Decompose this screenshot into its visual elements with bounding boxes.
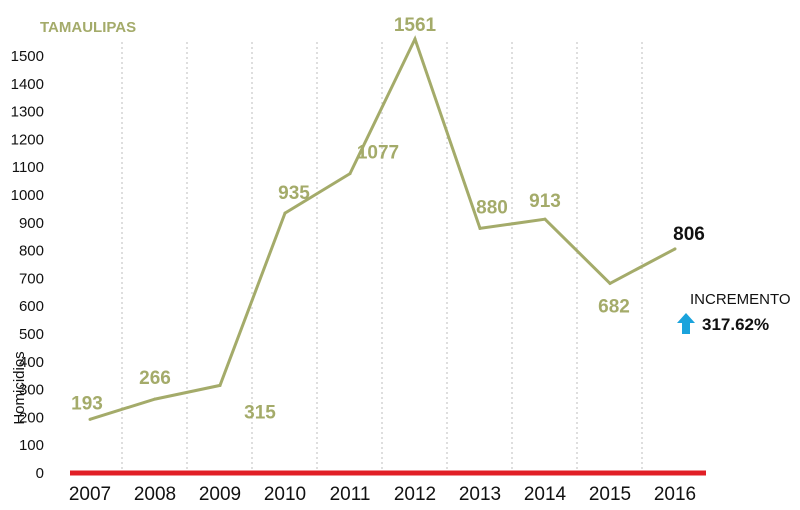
x-tick-label: 2015	[589, 484, 631, 505]
x-tick-label: 2008	[134, 484, 176, 505]
y-tick-label: 600	[19, 298, 44, 315]
data-label: 1561	[394, 15, 437, 36]
data-label: 266	[139, 368, 171, 389]
y-tick-label: 500	[19, 326, 44, 343]
y-tick-label: 100	[19, 437, 44, 454]
x-tick-label: 2010	[264, 484, 306, 505]
series-line	[89, 35, 676, 421]
y-tick-label: 700	[19, 270, 44, 287]
y-axis-label: Homicidios	[11, 351, 28, 424]
x-axis-ticks: 2007 2008 2009 2010 2011 2012 2013 2014 2015 2016	[69, 484, 696, 505]
y-tick-label: 900	[19, 215, 44, 232]
x-tick-label: 2013	[459, 484, 501, 505]
y-tick-label: 1400	[11, 76, 44, 93]
data-point	[673, 247, 677, 251]
data-point	[543, 217, 547, 221]
data-label: 193	[71, 393, 103, 414]
x-tick-label: 2007	[69, 484, 111, 505]
y-tick-label: 400	[19, 354, 44, 371]
y-axis-ticks: 0 100 200 300 400 500 600 700 800 900 1000 1100 1200…	[11, 48, 44, 482]
data-point	[478, 226, 482, 230]
y-tick-label: 1200	[11, 131, 44, 148]
chart-title: TAMAULIPAS	[40, 19, 136, 36]
y-tick-label: 200	[19, 409, 44, 426]
data-label: 935	[278, 183, 310, 204]
x-tick-label: 2012	[394, 484, 436, 505]
data-label: 913	[529, 191, 561, 212]
data-label: 1077	[357, 143, 399, 164]
series-line-group	[88, 35, 677, 421]
x-tick-label: 2011	[330, 484, 371, 505]
data-label: 880	[476, 197, 508, 218]
x-tick-label: 2009	[199, 484, 241, 505]
vertical-gridlines	[121, 42, 643, 473]
arrow-up-icon	[677, 313, 695, 334]
y-tick-label: 1100	[12, 159, 44, 176]
data-point	[218, 383, 222, 387]
x-tick-label: 2016	[654, 484, 696, 505]
y-tick-label: 800	[19, 243, 44, 260]
y-tick-label: 1000	[11, 187, 44, 204]
y-tick-label: 1500	[11, 48, 44, 65]
increment-label: INCREMENTO	[690, 291, 791, 308]
increment-value: 317.62%	[702, 315, 769, 334]
y-tick-label: 1300	[11, 104, 44, 121]
data-point	[348, 172, 352, 176]
data-point	[283, 211, 287, 215]
data-point	[88, 417, 92, 421]
data-point	[413, 37, 417, 41]
data-labels: 193 266 315 935 1077 1561 880 913 682 806	[71, 15, 705, 423]
data-point	[153, 397, 157, 401]
data-point	[608, 281, 612, 285]
y-tick-label: 300	[19, 382, 44, 399]
increment-annotation: INCREMENTO 317.62%	[677, 291, 791, 334]
y-tick-label: 0	[36, 465, 44, 482]
x-tick-label: 2014	[524, 484, 567, 505]
data-label: 682	[598, 296, 630, 317]
data-label: 315	[244, 402, 276, 423]
data-label: 806	[673, 224, 705, 245]
